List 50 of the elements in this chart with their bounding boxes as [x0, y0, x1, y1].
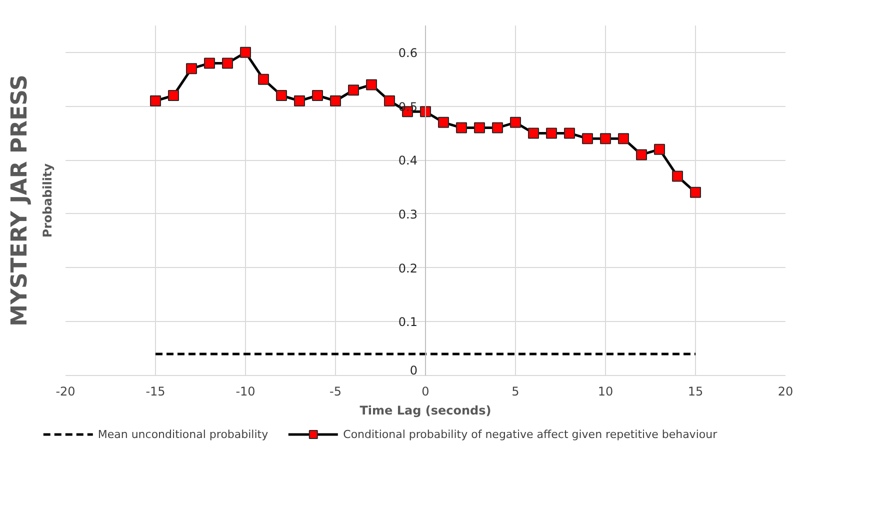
point — [600, 133, 611, 144]
point — [636, 149, 647, 160]
point — [438, 116, 449, 128]
text: MYSTERY JAR PRESS — [8, 74, 32, 326]
legend-label: Conditional probability of negative affect given repetitive behaviour — [343, 428, 718, 440]
point — [150, 95, 161, 106]
point — [312, 90, 323, 101]
point — [672, 170, 683, 182]
legend-label: Mean unconditional probability — [98, 428, 268, 440]
y-tick-label: 0 — [410, 364, 418, 378]
point — [474, 122, 485, 134]
point — [690, 186, 701, 198]
x-tick-label: -5 — [330, 384, 342, 398]
point — [528, 128, 539, 139]
point — [546, 128, 557, 139]
point — [222, 58, 233, 69]
point — [258, 74, 269, 85]
point — [168, 90, 179, 101]
y-tick-label: 0.3 — [398, 207, 418, 222]
x-tick-label: 15 — [688, 384, 704, 398]
y-tick-label: 0.4 — [398, 154, 418, 168]
x-tick-label: 20 — [778, 384, 794, 398]
point — [204, 58, 215, 69]
point — [240, 46, 251, 58]
x-tick-label: -20 — [56, 384, 76, 398]
point — [348, 84, 359, 96]
point — [294, 95, 305, 106]
point — [456, 122, 467, 134]
point — [582, 133, 593, 144]
x-tick-label: 5 — [512, 384, 520, 398]
point — [366, 79, 377, 90]
x-tick-label: 10 — [598, 384, 614, 398]
point — [384, 95, 395, 106]
y-tick-label: 0.2 — [398, 261, 418, 276]
y-tick-label: 0.1 — [398, 315, 418, 330]
point — [330, 95, 341, 106]
point — [186, 63, 197, 74]
point — [510, 116, 521, 128]
point — [492, 122, 503, 134]
point — [564, 128, 575, 139]
point — [654, 144, 665, 155]
point — [618, 133, 629, 144]
x-tick-label: -15 — [146, 384, 166, 398]
point — [276, 90, 287, 101]
x-tick-label: -10 — [236, 384, 256, 398]
y-tick-label: 0.6 — [398, 46, 418, 60]
x-axis-title: Time Lag (seconds) — [360, 404, 492, 418]
x-tick-label: 0 — [422, 384, 430, 398]
y-axis-title: Probability — [40, 163, 54, 238]
point — [420, 106, 431, 118]
